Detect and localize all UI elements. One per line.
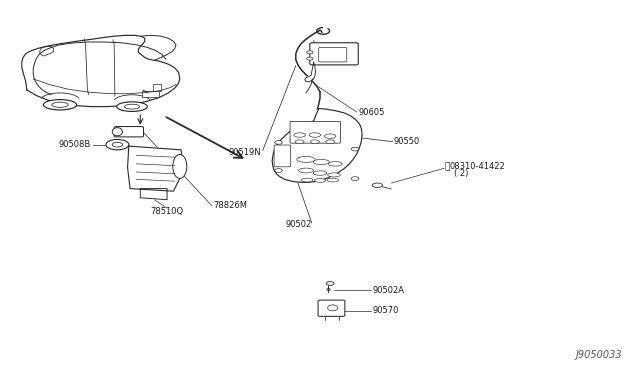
Ellipse shape (326, 282, 334, 285)
Text: 90570: 90570 (372, 306, 399, 315)
Ellipse shape (313, 160, 330, 164)
Text: 78510Q: 78510Q (150, 206, 184, 216)
Ellipse shape (314, 179, 326, 182)
FancyBboxPatch shape (274, 145, 291, 167)
Ellipse shape (313, 171, 327, 175)
Ellipse shape (328, 305, 338, 311)
Ellipse shape (298, 168, 314, 173)
Text: 90502: 90502 (285, 220, 312, 229)
Ellipse shape (275, 169, 282, 172)
FancyBboxPatch shape (318, 300, 345, 316)
Ellipse shape (112, 142, 122, 147)
Ellipse shape (372, 183, 383, 187)
Ellipse shape (297, 157, 315, 162)
Ellipse shape (310, 140, 319, 144)
Polygon shape (140, 189, 167, 200)
Ellipse shape (52, 102, 68, 108)
Text: Ⓑ: Ⓑ (444, 162, 450, 171)
Text: 08310-41422: 08310-41422 (449, 162, 505, 171)
Text: ( 2): ( 2) (454, 169, 468, 178)
Ellipse shape (351, 147, 359, 151)
FancyBboxPatch shape (153, 84, 161, 91)
Ellipse shape (301, 178, 313, 182)
Ellipse shape (326, 140, 335, 144)
Ellipse shape (307, 51, 313, 54)
Polygon shape (272, 109, 362, 182)
Ellipse shape (328, 161, 342, 166)
Ellipse shape (106, 140, 129, 150)
Text: 90508B: 90508B (58, 140, 91, 149)
Ellipse shape (294, 133, 305, 137)
FancyBboxPatch shape (141, 92, 159, 97)
Polygon shape (127, 146, 183, 191)
Ellipse shape (327, 178, 339, 182)
Text: 90524A: 90524A (317, 52, 349, 61)
Ellipse shape (307, 57, 313, 60)
Ellipse shape (124, 104, 140, 109)
Ellipse shape (44, 100, 77, 110)
Ellipse shape (309, 133, 321, 137)
FancyBboxPatch shape (114, 126, 143, 137)
Text: 90502A: 90502A (372, 286, 404, 295)
FancyBboxPatch shape (290, 121, 340, 143)
Text: 90605: 90605 (358, 108, 385, 117)
Polygon shape (305, 62, 316, 82)
Text: J9050033: J9050033 (576, 350, 623, 359)
FancyBboxPatch shape (310, 43, 358, 65)
Ellipse shape (324, 134, 336, 138)
Ellipse shape (112, 128, 122, 136)
Ellipse shape (351, 177, 359, 180)
Ellipse shape (116, 102, 147, 112)
Ellipse shape (173, 154, 187, 179)
Text: 90550: 90550 (394, 137, 420, 146)
Ellipse shape (275, 141, 282, 144)
Text: 78826M: 78826M (213, 201, 247, 210)
Ellipse shape (328, 173, 340, 177)
Text: 90519N: 90519N (228, 148, 261, 157)
FancyBboxPatch shape (319, 48, 347, 62)
Ellipse shape (295, 140, 304, 144)
